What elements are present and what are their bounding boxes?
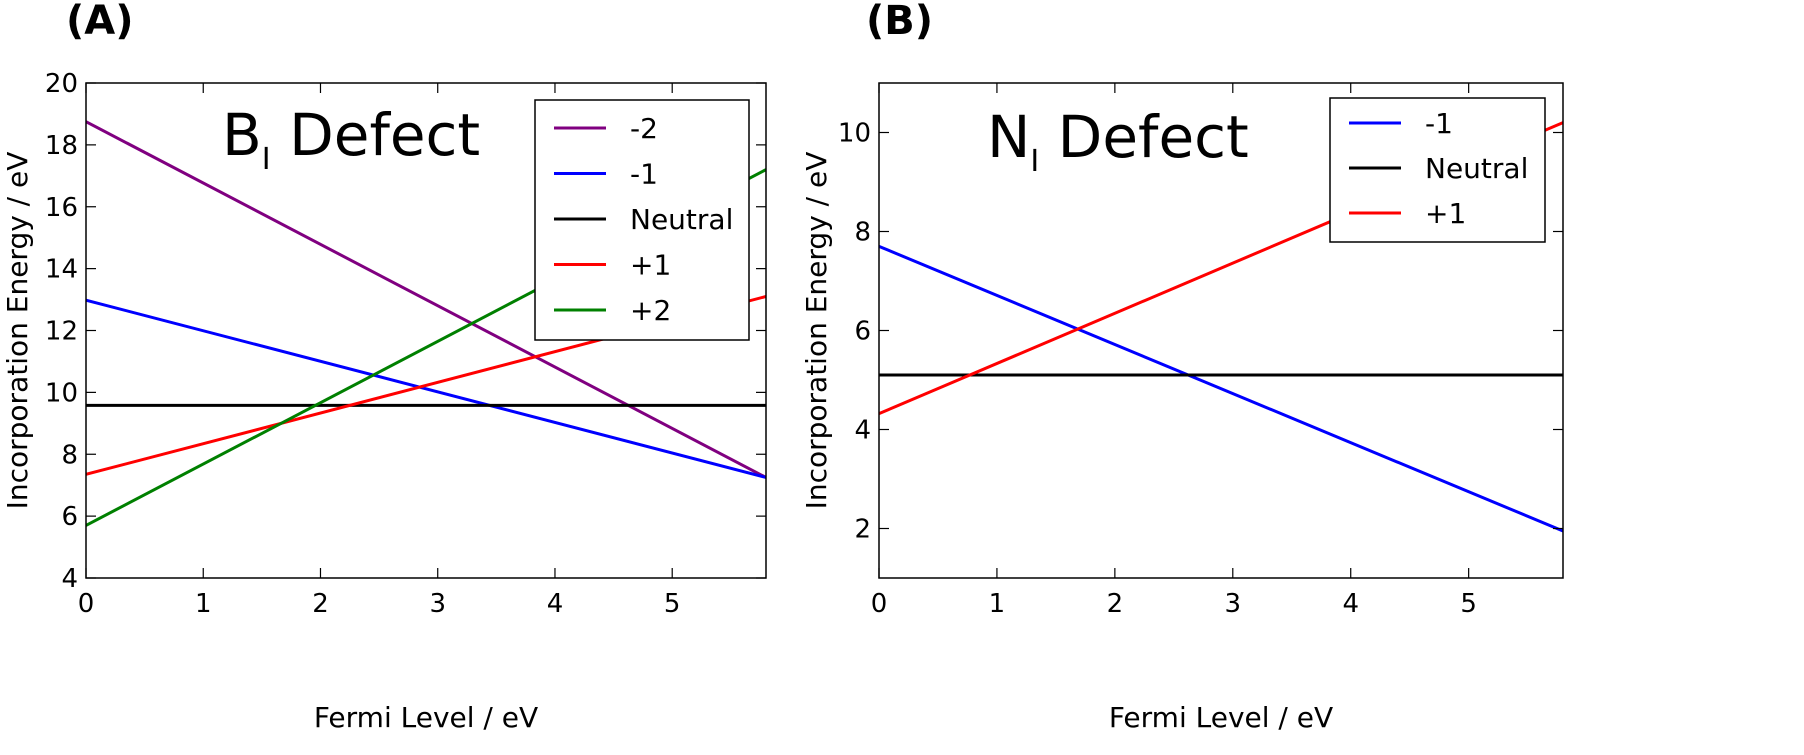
defect-title-subscript: I — [1030, 144, 1039, 179]
legend-entry-0: -1 — [1425, 107, 1453, 140]
y-tick-label: 18 — [45, 131, 78, 161]
legend-entry-1: -1 — [630, 158, 658, 191]
y-tick-label: 10 — [45, 378, 78, 408]
y-tick-label: 8 — [61, 440, 78, 470]
y-tick-label: 12 — [45, 317, 78, 347]
panel-label: (A) — [66, 0, 134, 44]
legend-entry-1: Neutral — [1425, 152, 1528, 185]
y-tick-label: 16 — [45, 193, 78, 223]
defect-title-main: N — [987, 103, 1030, 171]
x-tick-label: 3 — [429, 589, 446, 619]
y-tick-label: 10 — [838, 119, 871, 149]
legend-entry-4: +2 — [630, 294, 671, 327]
y-tick-label: 6 — [854, 317, 871, 347]
legend-entry-2: Neutral — [630, 203, 733, 236]
series-line-0 — [879, 244, 1563, 533]
x-tick-label: 2 — [1107, 589, 1124, 619]
y-tick-label: 2 — [854, 515, 871, 545]
defect-title-main: B — [222, 101, 262, 169]
y-tick-label: 20 — [45, 69, 78, 99]
legend: -1 Neutral +1 — [1329, 97, 1546, 243]
x-tick-label: 2 — [312, 589, 329, 619]
x-tick-label: 4 — [547, 589, 564, 619]
defect-title: NI Defect — [987, 103, 1249, 179]
legend: -2 -1 Neutral +1 +2 — [534, 99, 750, 341]
legend-entry-0: -2 — [630, 112, 658, 145]
x-tick-label: 5 — [1460, 589, 1477, 619]
chart-panel-b: 0 1 2 3 4 5 2 4 6 8 10 Fermi Level / eV Incorporatio… — [800, 0, 1564, 734]
series-line-0 — [86, 120, 766, 479]
x-tick-label: 1 — [195, 589, 212, 619]
y-axis-label: Incorporation Energy / eV — [800, 152, 833, 510]
defect-title: BI Defect — [222, 101, 480, 177]
defect-title-suffix: Defect — [1039, 103, 1249, 171]
x-tick-label: 0 — [78, 589, 95, 619]
y-tick-label: 6 — [61, 502, 78, 532]
x-tick-label: 5 — [664, 589, 681, 619]
x-axis-label: Fermi Level / eV — [1109, 701, 1333, 734]
y-tick-label: 8 — [854, 218, 871, 248]
defect-title-subscript: I — [262, 142, 271, 177]
legend-entry-2: +1 — [1425, 197, 1466, 230]
series-line-1 — [86, 298, 766, 479]
legend-entry-3: +1 — [630, 249, 671, 282]
y-tick-label: 14 — [45, 255, 78, 285]
panel-label: (B) — [866, 0, 933, 44]
x-axis-label: Fermi Level / eV — [314, 701, 538, 734]
x-tick-label: 0 — [871, 589, 888, 619]
x-tick-label: 3 — [1225, 589, 1242, 619]
defect-title-suffix: Defect — [271, 101, 481, 169]
x-tick-label: 1 — [989, 589, 1006, 619]
y-tick-label: 4 — [61, 564, 78, 594]
y-axis-label: Incorporation Energy / eV — [1, 152, 34, 510]
y-tick-label: 4 — [854, 416, 871, 446]
x-tick-label: 4 — [1342, 589, 1359, 619]
